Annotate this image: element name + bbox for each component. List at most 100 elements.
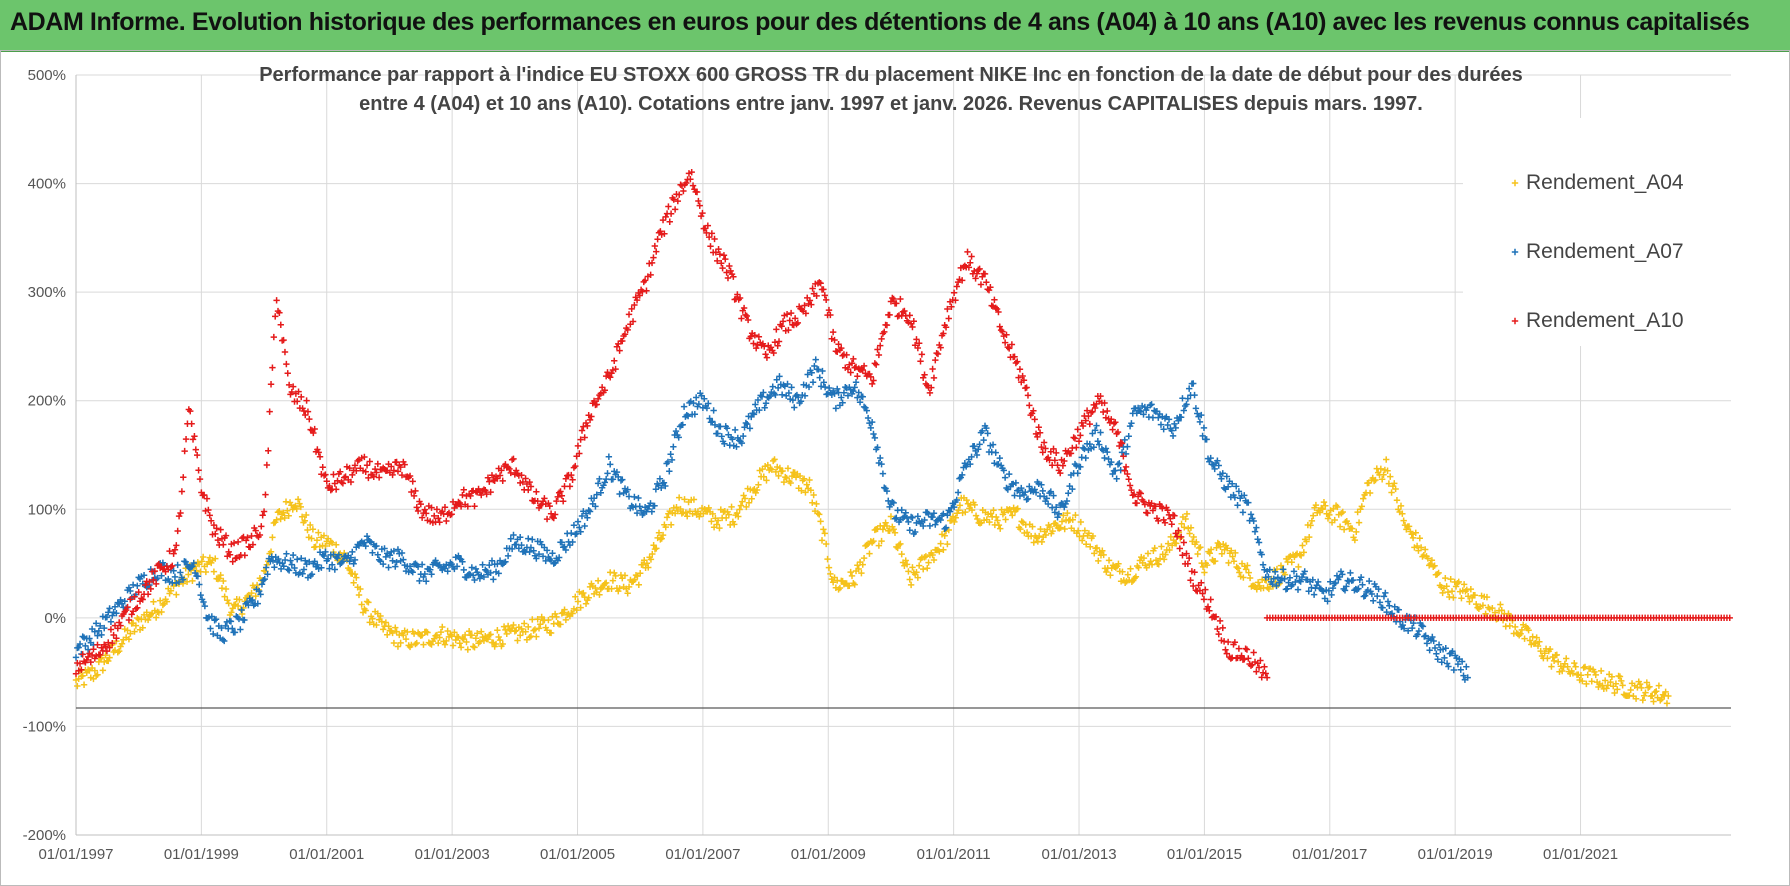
data-point (714, 257, 721, 265)
data-point (1379, 604, 1386, 612)
data-point (1497, 601, 1504, 608)
data-point (414, 507, 422, 515)
data-point (1023, 384, 1030, 391)
data-point (270, 333, 278, 341)
data-point (720, 252, 728, 259)
data-point (1308, 517, 1316, 525)
data-point (416, 577, 423, 585)
data-point (332, 486, 340, 493)
data-point (117, 596, 124, 604)
data-point (437, 628, 445, 636)
data-point (444, 568, 451, 575)
data-point (726, 262, 733, 270)
data-point (322, 471, 329, 478)
data-point (854, 373, 861, 380)
data-point (285, 512, 292, 519)
data-point (1167, 533, 1175, 541)
data-point (87, 658, 94, 666)
data-point (859, 561, 866, 568)
data-point (926, 389, 934, 397)
data-point (1234, 502, 1241, 509)
data-point (985, 286, 993, 294)
data-point (1261, 663, 1268, 670)
data-point (631, 576, 638, 583)
data-point (558, 539, 566, 546)
data-point (554, 557, 562, 564)
data-point (1405, 523, 1413, 530)
data-point (602, 579, 610, 587)
data-point (1439, 589, 1446, 597)
data-point (212, 616, 220, 623)
data-point (448, 633, 455, 640)
data-point (75, 644, 82, 651)
data-point (1069, 485, 1076, 493)
data-point (784, 380, 791, 388)
data-point (668, 456, 676, 464)
data-point (326, 565, 333, 572)
data-point (439, 623, 446, 631)
data-point (92, 620, 100, 627)
data-point (898, 506, 905, 514)
data-point (362, 542, 369, 550)
data-point (871, 360, 879, 367)
data-point (1093, 422, 1100, 429)
data-point (631, 301, 638, 309)
data-point (217, 571, 224, 579)
data-point (909, 323, 916, 331)
data-point (249, 596, 256, 604)
data-point (1124, 470, 1131, 478)
data-point (810, 491, 817, 499)
data-point (1511, 623, 1519, 631)
data-point (537, 621, 544, 628)
data-point (1001, 474, 1009, 481)
data-point (1329, 584, 1337, 592)
data-point (350, 560, 357, 567)
x-tick-label: 01/01/2003 (415, 846, 490, 863)
data-point (482, 566, 489, 574)
data-point (1011, 492, 1018, 499)
data-point (1388, 610, 1396, 617)
data-point (173, 542, 180, 549)
data-point (1148, 561, 1156, 568)
data-point (1231, 494, 1239, 501)
data-point (421, 506, 429, 513)
data-point (674, 197, 682, 205)
data-point (607, 374, 614, 381)
data-point (1421, 546, 1429, 553)
data-point (964, 248, 971, 256)
data-point (893, 300, 900, 307)
data-point (1646, 683, 1653, 690)
data-point (1074, 426, 1081, 433)
data-point (234, 538, 242, 546)
data-point (431, 635, 438, 642)
data-point (776, 373, 783, 380)
data-point (1430, 563, 1437, 570)
data-point (616, 490, 623, 498)
data-point (756, 406, 763, 414)
data-point (703, 404, 711, 412)
data-point (417, 500, 424, 508)
data-point (189, 577, 196, 585)
data-point (1091, 427, 1099, 434)
data-point (1489, 604, 1496, 612)
data-point (813, 500, 820, 508)
data-point (281, 348, 289, 356)
data-point (1013, 506, 1020, 513)
data-point (1018, 484, 1025, 492)
data-point (778, 391, 786, 398)
data-point (1464, 674, 1471, 681)
data-point (956, 475, 963, 482)
data-point (1171, 512, 1178, 519)
data-point (103, 613, 111, 621)
data-point (254, 600, 261, 607)
data-point (572, 462, 579, 470)
data-point (127, 630, 134, 637)
data-point (480, 573, 488, 581)
data-point (525, 486, 532, 494)
data-point (331, 566, 339, 573)
data-point (173, 591, 180, 598)
data-point (1097, 392, 1104, 400)
data-point (953, 496, 960, 504)
data-point (418, 632, 426, 639)
data-point (1293, 573, 1300, 580)
